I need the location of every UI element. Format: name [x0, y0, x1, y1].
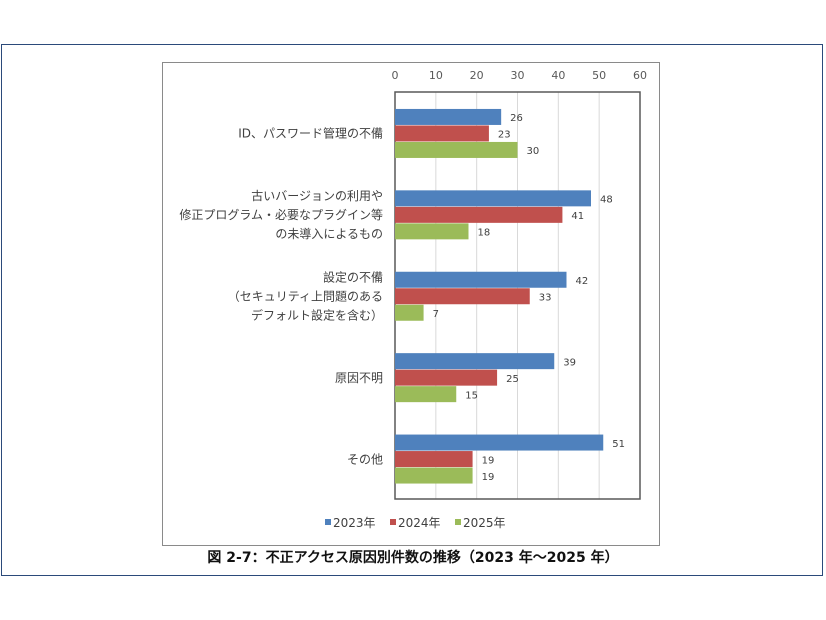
- bar: [395, 206, 563, 223]
- x-tick-label: 40: [551, 69, 565, 82]
- x-tick-label: 10: [429, 69, 443, 82]
- data-label: 39: [563, 357, 576, 368]
- data-label: 26: [510, 113, 523, 124]
- data-label: 15: [465, 390, 478, 401]
- bar: [395, 386, 457, 403]
- legend-swatch: [325, 519, 331, 525]
- category-label: デフォルト設定を含む）: [251, 308, 383, 323]
- bar: [395, 369, 498, 386]
- bar: [395, 467, 473, 484]
- bar: [395, 434, 604, 451]
- figure-caption: 図 2-7：不正アクセス原因別件数の推移（2023 年～2025 年）: [207, 550, 619, 566]
- bar: [395, 271, 567, 288]
- bar: [395, 288, 530, 305]
- data-label: 30: [527, 146, 540, 157]
- x-tick-label: 60: [633, 69, 647, 82]
- category-label: 古いバージョンの利用や: [251, 188, 383, 203]
- data-label: 33: [539, 293, 552, 304]
- bar: [395, 141, 518, 158]
- category-label: その他: [347, 452, 383, 466]
- bar: [395, 223, 469, 240]
- legend-swatch: [390, 519, 396, 525]
- x-tick-label: 20: [470, 69, 484, 82]
- bar: [395, 108, 502, 125]
- data-label: 51: [612, 439, 625, 450]
- bar: [395, 451, 473, 468]
- data-label: 42: [576, 276, 589, 287]
- data-label: 48: [600, 195, 613, 206]
- data-label: 23: [498, 130, 511, 141]
- category-label: 修正プログラム・必要なプラグイン等: [179, 207, 383, 222]
- category-label: の未導入によるもの: [275, 227, 383, 241]
- category-label: 原因不明: [335, 371, 383, 385]
- x-tick-label: 0: [392, 69, 399, 82]
- category-label: 設定の不備: [323, 270, 383, 285]
- figure-border: [1, 44, 823, 576]
- bar: [395, 190, 591, 207]
- x-tick-label: 30: [511, 69, 525, 82]
- data-label: 18: [478, 228, 491, 239]
- chart-frame: [162, 62, 660, 546]
- category-label: （セキュリティ上問題のある: [228, 290, 383, 304]
- x-tick-label: 50: [592, 69, 606, 82]
- legend-swatch: [455, 519, 461, 525]
- category-label: ID、パスワード管理の不備: [238, 126, 383, 141]
- data-label: 19: [482, 472, 495, 483]
- bar: [395, 304, 424, 321]
- bar: [395, 353, 555, 370]
- legend-label: 2025年: [463, 516, 506, 530]
- legend-label: 2023年: [333, 516, 376, 530]
- legend-label: 2024年: [398, 516, 441, 530]
- data-label: 25: [506, 374, 519, 385]
- data-label: 19: [482, 455, 495, 466]
- data-label: 41: [571, 211, 584, 222]
- bar: [395, 125, 489, 142]
- data-label: 7: [433, 309, 439, 320]
